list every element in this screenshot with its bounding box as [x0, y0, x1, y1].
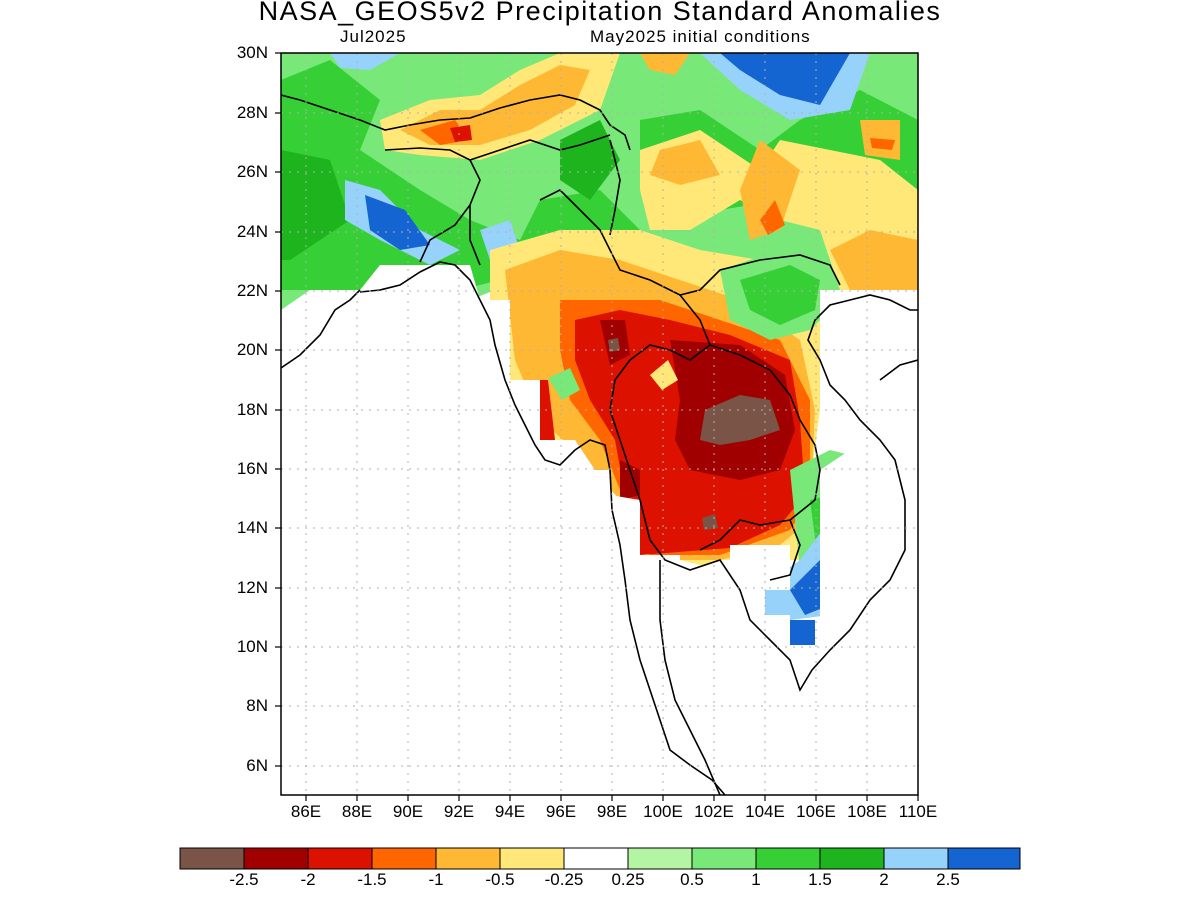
lat-label: 10N	[236, 637, 268, 656]
initial-conditions: May2025 initial conditions	[590, 27, 811, 46]
forecast-month: Jul2025	[340, 27, 407, 46]
lat-label: 24N	[236, 222, 268, 241]
colorbar-label: -1	[428, 870, 444, 889]
lat-label: 8N	[246, 696, 268, 715]
colorbar-swatch	[179, 847, 245, 870]
lat-label: 20N	[236, 340, 268, 359]
lon-label: 106E	[796, 802, 836, 821]
coastlines-and-borders	[281, 94, 918, 795]
colorbar-label: -2.5	[229, 870, 259, 889]
lat-label: 30N	[236, 43, 268, 62]
colorbar-label: -2	[300, 870, 316, 889]
colorbar-label: -0.25	[544, 870, 584, 889]
lon-label: 102E	[694, 802, 734, 821]
colorbar-swatch	[755, 847, 821, 870]
colorbar-label: 1	[751, 870, 761, 889]
colorbar-swatch	[691, 847, 757, 870]
map-title: NASA_GEOS5v2 Precipitation Standard Anom…	[258, 0, 942, 26]
lon-label: 88E	[341, 802, 373, 821]
lat-label: 6N	[246, 756, 268, 775]
lon-label: 110E	[898, 802, 938, 821]
lon-label: 92E	[443, 802, 475, 821]
colorbar-swatch	[371, 847, 437, 870]
colorbar-label: 1.5	[808, 870, 832, 889]
lat-label: 12N	[236, 578, 268, 597]
lat-label: 22N	[236, 281, 268, 300]
lat-label: 16N	[236, 459, 268, 478]
colorbar-swatch	[819, 847, 885, 870]
lon-label: 94E	[494, 802, 526, 821]
colorbar-swatch	[499, 847, 565, 870]
colorbar-swatch	[627, 847, 693, 870]
colorbar-swatch	[307, 847, 373, 870]
anomaly-field	[281, 53, 918, 795]
colorbar-label: -0.5	[485, 870, 515, 889]
colorbar-swatch	[435, 847, 501, 870]
colorbar-swatch	[243, 847, 309, 870]
map-frame	[280, 52, 919, 796]
lat-label: 18N	[236, 400, 268, 419]
colorbar-label: -1.5	[357, 870, 387, 889]
lon-label: 90E	[392, 802, 424, 821]
lon-label: 100E	[643, 802, 683, 821]
colorbar-swatch	[563, 847, 629, 870]
colorbar-label: 0.25	[611, 870, 645, 889]
colorbar-label: 2	[879, 870, 889, 889]
lon-label: 98E	[596, 802, 628, 821]
colorbar-label: 2.5	[936, 870, 960, 889]
lon-label: 104E	[745, 802, 785, 821]
colorbar-swatch	[947, 847, 1021, 870]
lon-label: 96E	[545, 802, 577, 821]
colorbar	[179, 847, 1021, 870]
lat-label: 28N	[236, 103, 268, 122]
colorbar-swatch	[883, 847, 949, 870]
tick-marks	[275, 52, 919, 801]
lon-label: 108E	[847, 802, 887, 821]
lat-label: 14N	[236, 518, 268, 537]
lon-label: 86E	[290, 802, 322, 821]
colorbar-label: 0.5	[680, 870, 704, 889]
lat-label: 26N	[236, 162, 268, 181]
